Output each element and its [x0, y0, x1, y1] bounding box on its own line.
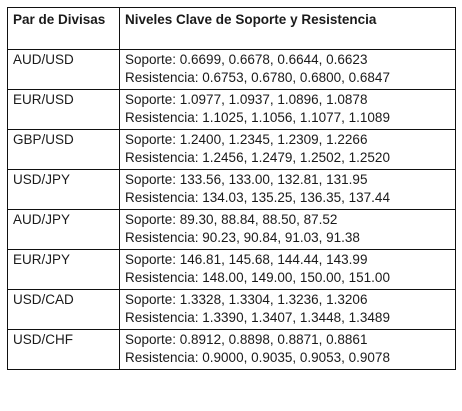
resistance-levels: Resistencia: 1.1025, 1.1056, 1.1077, 1.1… [125, 110, 390, 125]
levels-table: Par de Divisas Niveles Clave de Soporte … [7, 7, 456, 370]
pair-cell: USD/CAD [7, 289, 120, 330]
pair-cell: AUD/JPY [7, 209, 120, 250]
levels-cell: Soporte: 1.3328, 1.3304, 1.3236, 1.3206 … [119, 289, 456, 330]
support-levels: Soporte: 0.6699, 0.6678, 0.6644, 0.6623 [125, 52, 368, 67]
table-row: AUD/USD Soporte: 0.6699, 0.6678, 0.6644,… [7, 49, 456, 90]
table-row: GBP/USD Soporte: 1.2400, 1.2345, 1.2309,… [7, 129, 456, 170]
resistance-levels: Resistencia: 1.2456, 1.2479, 1.2502, 1.2… [125, 150, 390, 165]
table-row: EUR/JPY Soporte: 146.81, 145.68, 144.44,… [7, 249, 456, 290]
header-pair: Par de Divisas [7, 7, 120, 50]
header-levels: Niveles Clave de Soporte y Resistencia [119, 7, 456, 50]
levels-cell: Soporte: 1.0977, 1.0937, 1.0896, 1.0878 … [119, 89, 456, 130]
pair-cell: AUD/USD [7, 49, 120, 90]
table-row: USD/CHF Soporte: 0.8912, 0.8898, 0.8871,… [7, 329, 456, 370]
levels-cell: Soporte: 0.6699, 0.6678, 0.6644, 0.6623 … [119, 49, 456, 90]
support-levels: Soporte: 146.81, 145.68, 144.44, 143.99 [125, 252, 368, 267]
table-row: AUD/JPY Soporte: 89.30, 88.84, 88.50, 87… [7, 209, 456, 250]
resistance-levels: Resistencia: 134.03, 135.25, 136.35, 137… [125, 190, 390, 205]
support-levels: Soporte: 1.3328, 1.3304, 1.3236, 1.3206 [125, 292, 368, 307]
resistance-levels: Resistencia: 0.9000, 0.9035, 0.9053, 0.9… [125, 350, 390, 365]
levels-cell: Soporte: 89.30, 88.84, 88.50, 87.52 Resi… [119, 209, 456, 250]
table-row: USD/CAD Soporte: 1.3328, 1.3304, 1.3236,… [7, 289, 456, 330]
support-levels: Soporte: 1.2400, 1.2345, 1.2309, 1.2266 [125, 132, 368, 147]
support-levels: Soporte: 0.8912, 0.8898, 0.8871, 0.8861 [125, 332, 368, 347]
header-row: Par de Divisas Niveles Clave de Soporte … [7, 7, 456, 50]
levels-cell: Soporte: 1.2400, 1.2345, 1.2309, 1.2266 … [119, 129, 456, 170]
pair-cell: EUR/USD [7, 89, 120, 130]
resistance-levels: Resistencia: 0.6753, 0.6780, 0.6800, 0.6… [125, 70, 390, 85]
resistance-levels: Resistencia: 1.3390, 1.3407, 1.3448, 1.3… [125, 310, 390, 325]
levels-cell: Soporte: 133.56, 133.00, 132.81, 131.95 … [119, 169, 456, 210]
resistance-levels: Resistencia: 148.00, 149.00, 150.00, 151… [125, 270, 390, 285]
pair-cell: EUR/JPY [7, 249, 120, 290]
pair-cell: USD/CHF [7, 329, 120, 370]
support-levels: Soporte: 133.56, 133.00, 132.81, 131.95 [125, 172, 368, 187]
levels-cell: Soporte: 0.8912, 0.8898, 0.8871, 0.8861 … [119, 329, 456, 370]
table-row: EUR/USD Soporte: 1.0977, 1.0937, 1.0896,… [7, 89, 456, 130]
support-levels: Soporte: 1.0977, 1.0937, 1.0896, 1.0878 [125, 92, 368, 107]
support-levels: Soporte: 89.30, 88.84, 88.50, 87.52 [125, 212, 338, 227]
pair-cell: USD/JPY [7, 169, 120, 210]
table-row: USD/JPY Soporte: 133.56, 133.00, 132.81,… [7, 169, 456, 210]
resistance-levels: Resistencia: 90.23, 90.84, 91.03, 91.38 [125, 230, 360, 245]
levels-cell: Soporte: 146.81, 145.68, 144.44, 143.99 … [119, 249, 456, 290]
pair-cell: GBP/USD [7, 129, 120, 170]
